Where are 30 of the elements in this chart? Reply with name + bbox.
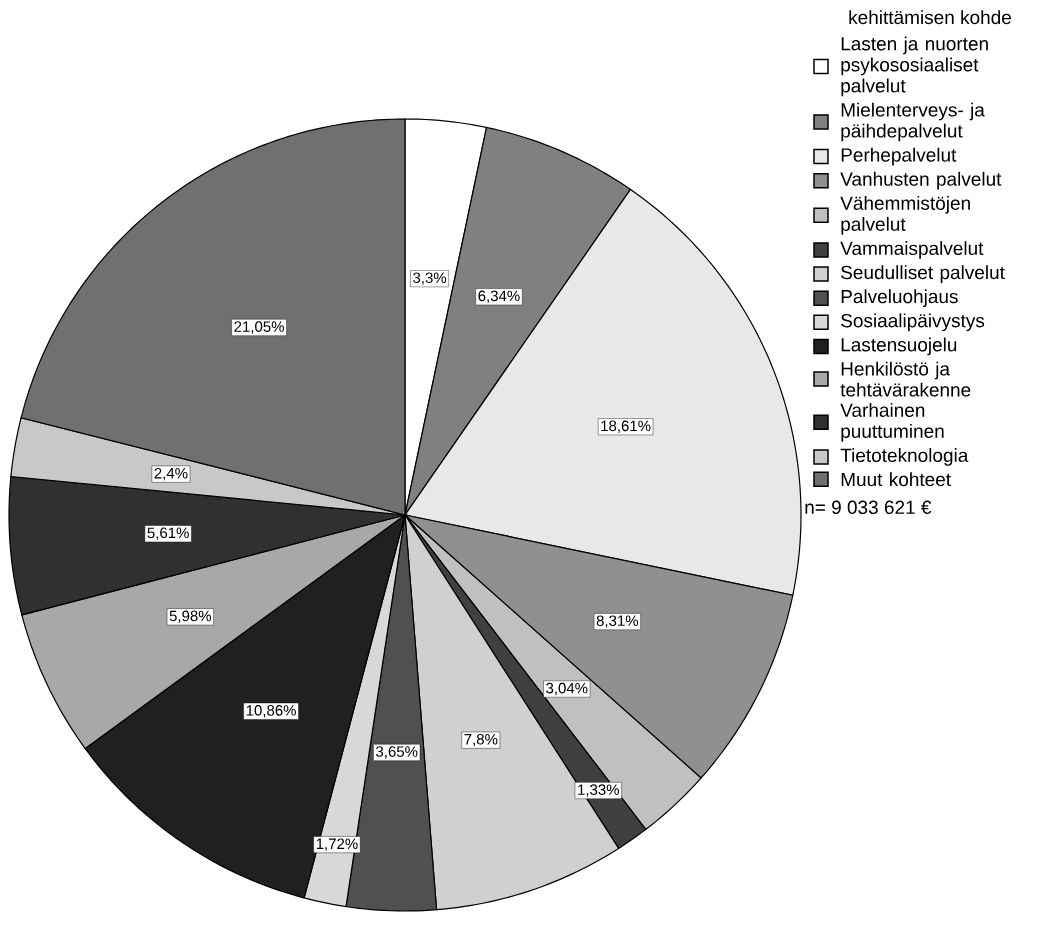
text: n= 9 033 621 € — [805, 500, 932, 515]
data-label: 1,72% — [316, 838, 358, 851]
data-label: 5,98% — [169, 610, 212, 624]
legend-label: Lastensuojelu — [841, 337, 957, 356]
legend-label: Vähemmistöjen palvelut — [840, 195, 970, 235]
legend-label: Henkilöstö ja tehtävärakenne — [840, 361, 971, 397]
data-label: 18,61% — [601, 420, 651, 433]
data-label: 3,04% — [546, 682, 588, 696]
legend-label: Mielenterveys- ja päihdepalvelut — [841, 102, 985, 142]
data-label: 2,4% — [154, 467, 188, 481]
legend-label: Sosiaalipäivystys — [841, 313, 985, 332]
data-label: 7,8% — [464, 733, 498, 747]
data-label: 8,31% — [596, 615, 639, 628]
legend-label: Vanhusten palvelut — [840, 171, 1002, 190]
data-label: 3,65% — [376, 746, 418, 759]
data-label: 1,33% — [578, 784, 620, 797]
legend-label: Muut kohteet — [841, 472, 951, 487]
legend-label: Vammaispalvelut — [840, 241, 984, 259]
data-label: 10,86% — [246, 705, 296, 718]
legend-label: Lasten ja nuorten psykososiaaliset palvelut — [841, 36, 988, 97]
legend-label: Varhainen puuttuminen — [840, 402, 944, 442]
legend-label: Tietoteknologia — [840, 448, 969, 466]
data-label: 6,34% — [478, 290, 520, 303]
legend-label: Seudulliset palvelut — [841, 265, 1005, 283]
legend-label: Perhepalvelut — [841, 147, 957, 166]
legend-title: kehittämisen kohde — [849, 10, 1011, 25]
legend-label: Palveluohjaus — [841, 289, 958, 308]
data-label: 21,05% — [234, 321, 284, 334]
data-label: 3,3% — [413, 272, 447, 285]
data-label: 5,61% — [147, 527, 189, 540]
